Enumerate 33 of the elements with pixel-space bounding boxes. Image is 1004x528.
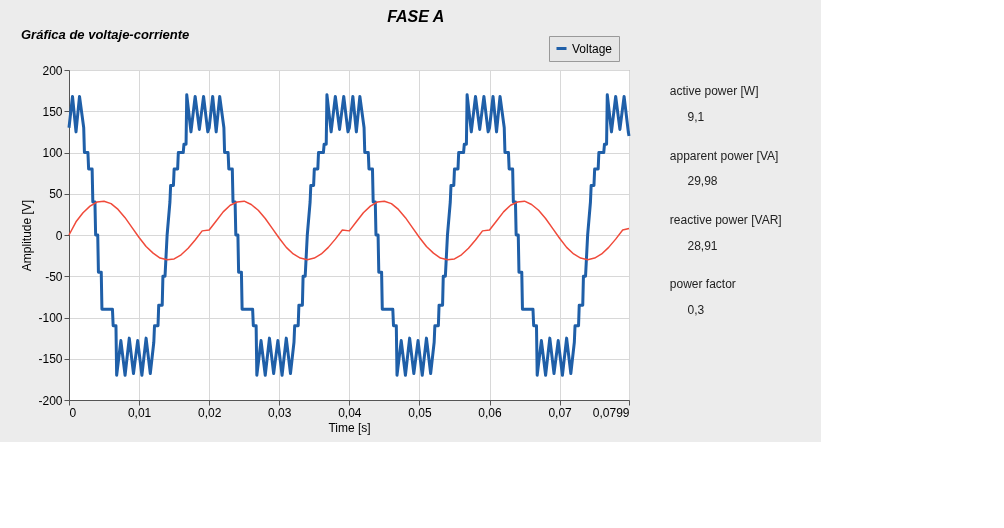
y-tick-label: -100	[38, 311, 63, 325]
y-tick-label: 100	[42, 146, 63, 160]
line-series	[68, 200, 630, 261]
y-tick-label: 50	[49, 187, 63, 202]
y-tick-label: 0	[55, 228, 63, 243]
x-tick-label: 0,03	[268, 405, 292, 420]
text: 0,3	[687, 303, 705, 317]
text: 9,1	[687, 110, 705, 125]
y-tick-label: -150	[38, 352, 63, 367]
y-tick-label: 200	[42, 63, 63, 78]
chart-title: FASE A	[387, 7, 445, 25]
text: 29,98	[687, 174, 718, 189]
x-axis-title: Time [s]	[328, 420, 371, 435]
x-tick-label: 0,01	[127, 405, 152, 420]
text: active power [W]	[669, 84, 759, 99]
y-axis-title: Amplitude [V]	[20, 199, 35, 272]
text: apparent power [VA]	[669, 148, 779, 163]
x-tick-label: 0,04	[338, 405, 362, 420]
text: power factor	[669, 277, 736, 292]
x-tick-label: 0,06	[478, 405, 503, 420]
x-tick-label: 0	[69, 405, 77, 420]
text: reactive power [VAR]	[669, 213, 782, 227]
line-series	[67, 93, 631, 377]
x-tick-label: 0,0799	[592, 405, 630, 420]
y-tick-label: -200	[38, 393, 63, 408]
x-tick-label: 0,02	[198, 405, 222, 420]
chart-subtitle: Gráfica de voltaje-corriente	[20, 27, 190, 42]
y-tick-label: -50	[45, 269, 63, 284]
x-tick-label: 0,07	[548, 405, 573, 420]
x-tick-label: 0,05	[408, 405, 432, 420]
y-tick-label: 150	[42, 104, 63, 119]
text: 28,91	[687, 238, 718, 253]
legend-label: Voltage	[572, 41, 613, 56]
